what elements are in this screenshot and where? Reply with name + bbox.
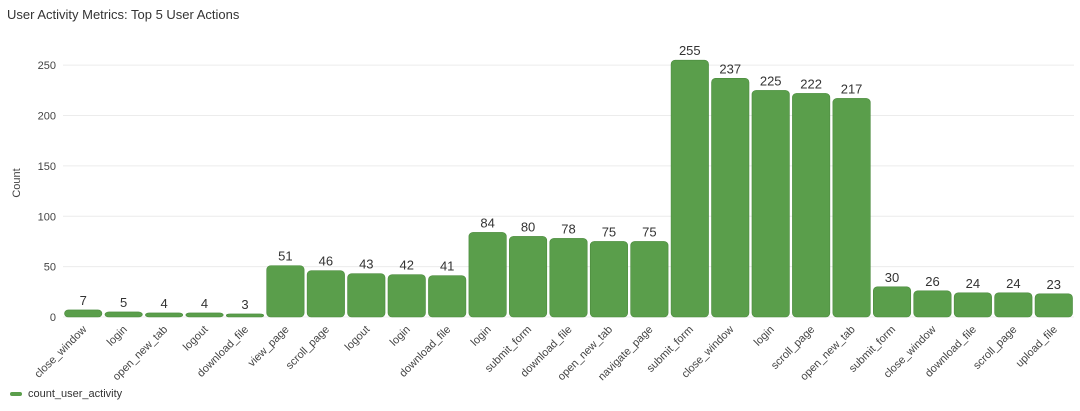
bar	[387, 274, 426, 318]
bar	[104, 311, 143, 318]
bar	[953, 292, 992, 318]
bar-value-label: 41	[440, 259, 454, 274]
bar-value-label: 75	[642, 224, 656, 239]
bar-value-label: 26	[925, 274, 939, 289]
bar	[64, 309, 103, 318]
x-tick-label: login	[105, 324, 130, 349]
bar	[994, 292, 1033, 318]
bar	[711, 77, 750, 318]
y-tick-label: 250	[38, 60, 56, 72]
bar	[832, 98, 871, 318]
bar-value-label: 5	[120, 295, 127, 310]
bar	[872, 286, 912, 318]
bar-value-label: 80	[521, 219, 535, 234]
bar-value-label: 78	[561, 221, 575, 236]
x-tick-label: upload_file	[1014, 324, 1060, 370]
x-tick-label: login	[388, 324, 413, 349]
y-tick-label: 200	[38, 111, 56, 123]
x-tick-label: scroll_page	[284, 324, 332, 372]
bar-value-label: 51	[278, 249, 292, 264]
bar-value-label: 3	[241, 297, 248, 312]
bar-value-label: 30	[885, 270, 899, 285]
bar-value-label: 4	[160, 296, 167, 311]
y-axis-title: Count	[11, 168, 23, 197]
x-tick-label: logout	[181, 324, 211, 354]
bar-value-label: 225	[760, 73, 782, 88]
bar	[751, 90, 790, 318]
bar-value-label: 24	[966, 276, 980, 291]
x-tick-label: scroll_page	[971, 324, 1019, 372]
bar-value-label: 84	[480, 215, 494, 230]
x-tick-label: logout	[343, 324, 373, 354]
x-tick-label: close_window	[32, 324, 89, 381]
bar	[428, 275, 467, 318]
y-tick-label: 100	[38, 211, 56, 223]
y-tick-label: 0	[50, 312, 56, 324]
bar	[670, 59, 709, 318]
bar	[306, 270, 345, 318]
bar	[792, 93, 831, 318]
bar	[347, 273, 386, 318]
legend[interactable]: count_user_activity	[10, 388, 122, 400]
x-tick-label: login	[752, 324, 777, 349]
bar	[549, 238, 588, 318]
chart-title: User Activity Metrics: Top 5 User Action…	[7, 7, 240, 22]
bars	[64, 59, 1073, 318]
legend-swatch	[10, 392, 22, 396]
bar	[1034, 293, 1073, 318]
bar-value-label: 46	[319, 254, 333, 269]
bar-value-label: 7	[80, 293, 87, 308]
bar-value-label: 23	[1047, 277, 1061, 292]
bar-value-label: 42	[400, 258, 414, 273]
bar-value-label: 222	[800, 76, 822, 91]
bar	[185, 312, 224, 318]
x-tick-label: login	[469, 324, 494, 349]
bar-value-label: 237	[719, 61, 741, 76]
bar	[589, 241, 628, 318]
bar-value-label: 255	[679, 43, 701, 58]
bar	[913, 290, 952, 318]
bar	[145, 312, 184, 318]
bar	[630, 241, 669, 318]
y-axis: 0 50 100 150 200 250	[38, 60, 56, 324]
y-tick-label: 150	[38, 161, 56, 173]
bar	[266, 265, 305, 318]
y-tick-label: 50	[44, 262, 56, 274]
bar-value-label: 43	[359, 257, 373, 272]
legend-label: count_user_activity	[28, 388, 123, 400]
bar	[225, 313, 264, 318]
bar	[468, 232, 507, 318]
bar-value-label: 4	[201, 296, 208, 311]
bar-value-label: 24	[1006, 276, 1020, 291]
bar-value-label: 75	[602, 224, 616, 239]
bar-value-label: 217	[841, 81, 863, 96]
bar	[509, 236, 548, 318]
